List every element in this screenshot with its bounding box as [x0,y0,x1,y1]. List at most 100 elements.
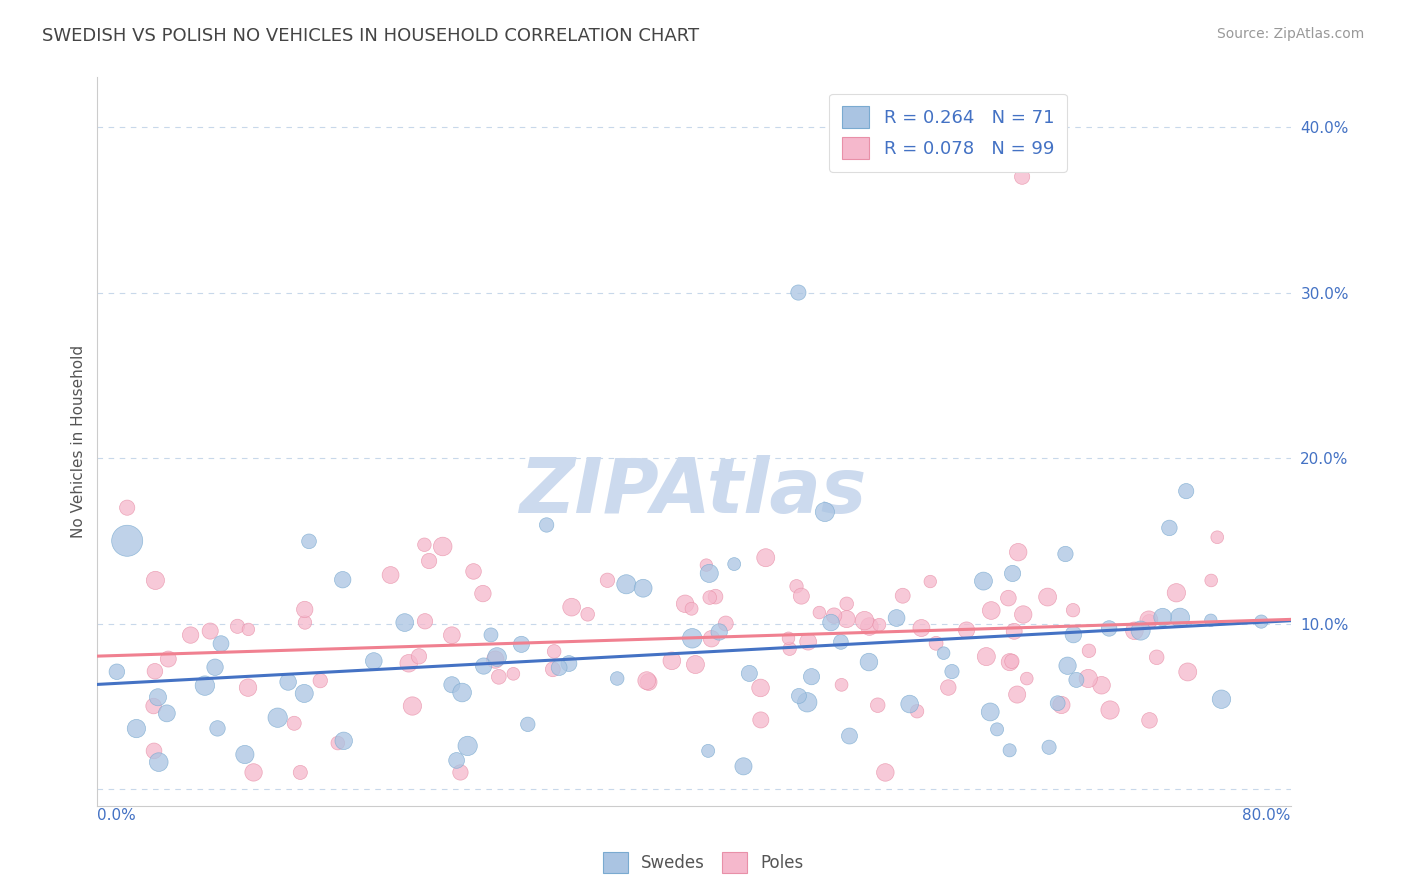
Point [910,621,932,635]
Point [1062,603,1084,617]
Point [886,611,908,625]
Point [778,632,800,646]
Point [1175,484,1198,499]
Point [905,704,928,718]
Text: SWEDISH VS POLISH NO VEHICLES IN HOUSEHOLD CORRELATION CHART: SWEDISH VS POLISH NO VEHICLES IN HOUSEHO… [42,27,699,45]
Point [1098,622,1121,636]
Point [332,573,354,587]
Point [294,602,316,616]
Point [1078,644,1101,658]
Point [830,635,852,649]
Point [697,566,720,581]
Point [332,734,354,748]
Point [955,623,977,637]
Point [204,660,226,674]
Point [814,505,837,519]
Point [779,641,801,656]
Point [146,690,169,705]
Point [681,601,703,615]
Point [596,574,619,588]
Point [115,533,138,548]
Point [998,743,1021,757]
Point [920,574,942,589]
Point [408,649,430,664]
Point [1001,654,1024,668]
Point [242,765,264,780]
Point [510,637,533,651]
Point [681,632,703,646]
Point [1015,672,1038,686]
Point [998,655,1021,669]
Point [484,652,506,666]
Point [309,673,332,688]
Point [209,637,232,651]
Point [1077,672,1099,686]
Point [472,659,495,673]
Point [413,615,436,629]
Y-axis label: No Vehicles in Household: No Vehicles in Household [72,345,86,538]
Point [432,540,454,554]
Point [548,660,571,674]
Point [207,722,229,736]
Point [787,689,810,703]
Point [997,591,1019,606]
Point [1046,696,1069,710]
Point [363,654,385,668]
Point [226,619,249,633]
Point [1054,547,1077,561]
Point [823,608,845,623]
Point [606,672,628,686]
Point [294,615,316,630]
Point [835,597,858,611]
Point [673,597,696,611]
Point [1012,607,1035,622]
Point [614,577,637,591]
Point [800,670,823,684]
Point [1159,521,1181,535]
Point [105,665,128,679]
Point [1099,703,1122,717]
Point [980,603,1002,617]
Point [1056,658,1078,673]
Point [543,644,565,658]
Point [156,706,179,721]
Point [1168,611,1191,625]
Point [558,657,581,671]
Point [936,681,959,695]
Point [1152,610,1174,624]
Point [536,518,558,533]
Point [1206,530,1229,544]
Point [1146,650,1168,665]
Point [979,705,1001,719]
Point [749,681,772,695]
Legend: Swedes, Poles: Swedes, Poles [596,846,810,880]
Point [516,717,538,731]
Point [700,632,723,646]
Text: 0.0%: 0.0% [97,807,136,822]
Point [631,581,654,595]
Point [866,698,889,713]
Point [266,711,288,725]
Point [685,657,707,672]
Point [637,675,659,690]
Point [808,606,831,620]
Point [941,665,963,679]
Point [1062,627,1084,641]
Point [1137,615,1160,629]
Point [723,557,745,571]
Point [697,744,720,758]
Point [292,686,315,700]
Point [115,500,138,515]
Point [733,759,755,773]
Point [463,565,485,579]
Point [457,739,479,753]
Point [749,713,772,727]
Point [290,765,312,780]
Point [755,550,778,565]
Point [143,665,166,679]
Point [1050,698,1073,712]
Point [1166,586,1188,600]
Point [446,754,468,768]
Point [471,586,494,600]
Point [1090,678,1112,692]
